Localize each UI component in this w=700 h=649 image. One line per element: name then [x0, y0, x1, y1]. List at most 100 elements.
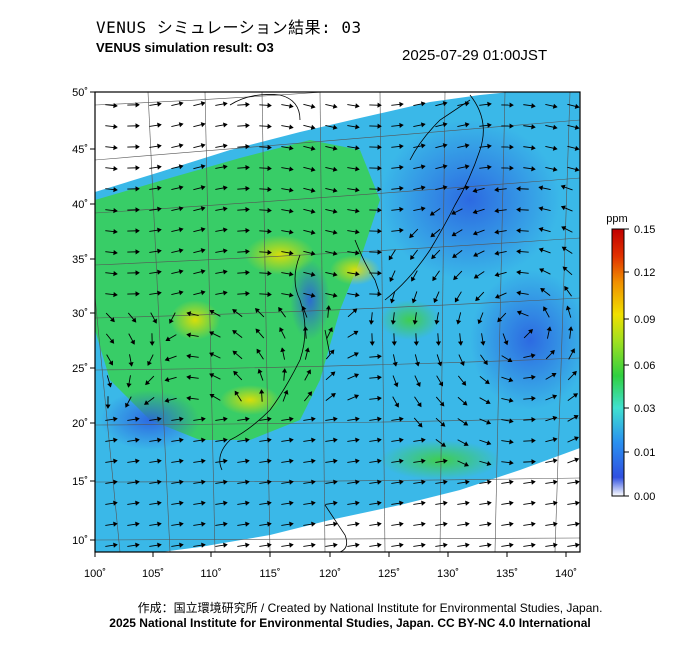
wind-arrowhead [178, 206, 184, 212]
wind-arrowhead [332, 124, 338, 130]
wind-arrowhead [179, 458, 184, 464]
wind-arrowhead [245, 458, 250, 464]
wind-arrowhead [530, 353, 536, 359]
wind-arrowhead [186, 311, 192, 317]
wind-arrowhead [552, 415, 558, 421]
wind-arrowhead [417, 422, 423, 428]
wind-arrowhead [461, 380, 467, 386]
graticule [95, 92, 580, 552]
wind-arrowhead [392, 361, 398, 367]
o3-field-yellow-hotspot [220, 385, 280, 415]
wind-arrowhead [354, 373, 360, 379]
wind-arrowhead [572, 393, 578, 398]
wind-arrowhead [377, 458, 382, 464]
wind-arrowhead [509, 165, 514, 171]
wind-arrowhead [442, 185, 448, 191]
wind-arrowhead [288, 187, 294, 193]
o3-field-yellow-hotspot [170, 300, 220, 340]
wind-arrowhead [135, 249, 140, 255]
wind-arrowhead [453, 275, 459, 281]
wind-arrowhead [377, 207, 382, 213]
wind-arrowhead [475, 296, 481, 302]
wind-arrowhead [561, 226, 567, 231]
wind-arrowhead [157, 521, 162, 527]
wind-arrowhead [333, 542, 338, 548]
wind-arrowhead [399, 479, 404, 485]
wind-arrowhead [288, 292, 294, 298]
wind-arrowhead [245, 291, 250, 297]
wind-arrowhead [480, 341, 486, 346]
wind-arrowhead [245, 249, 250, 255]
wind-arrowhead [388, 255, 394, 261]
wind-arrowhead [390, 320, 396, 325]
wind-arrowhead [178, 164, 184, 170]
wind-arrowhead [552, 166, 558, 172]
wind-arrowhead [516, 248, 521, 255]
wind-arrowhead [574, 124, 580, 130]
wind-arrowhead [245, 144, 250, 150]
colorbar-tick-label: 0.01 [634, 447, 655, 459]
wind-arrowhead [113, 166, 118, 172]
wind-arrowhead [421, 521, 426, 527]
wind-arrowhead [549, 349, 555, 355]
wind-arrowhead [135, 228, 140, 234]
wind-arrowhead [113, 416, 118, 422]
wind-arrowhead [463, 441, 469, 446]
wind-arrowhead [333, 416, 338, 422]
wind-arrowhead [443, 542, 448, 548]
wind-arrowhead [355, 145, 360, 151]
wind-arrowhead [332, 103, 338, 109]
wind-arrowhead [355, 416, 360, 422]
wind-arrowhead [200, 206, 206, 212]
wind-arrowhead [411, 298, 417, 304]
wind-arrowhead [516, 228, 521, 234]
wind-arrowhead [411, 276, 416, 282]
wind-arrowhead [355, 521, 360, 527]
wind-arrowhead [377, 123, 382, 129]
wind-arrowhead [568, 326, 574, 331]
wind-arrowhead [355, 208, 360, 214]
wind-arrowhead [222, 206, 228, 212]
wind-arrowhead [355, 479, 360, 485]
wind-arrowhead [553, 521, 558, 527]
wind-arrowhead [245, 186, 250, 192]
wind-arrowhead [186, 374, 191, 380]
wind-arrowhead [538, 226, 544, 232]
wind-arrowhead [410, 254, 415, 260]
wind-arrowhead [245, 102, 250, 108]
wind-arrowhead [135, 479, 140, 485]
wind-arrowhead [487, 479, 492, 485]
wind-arrowhead [333, 521, 338, 527]
wind-arrowhead [149, 341, 155, 346]
wind-arrowhead [377, 521, 382, 527]
wind-arrowhead [575, 521, 580, 527]
wind-arrowhead [179, 521, 184, 527]
wind-arrowhead [222, 185, 228, 191]
wind-arrowhead [329, 349, 335, 355]
wind-arrowhead [399, 458, 404, 464]
wind-arrowhead [440, 442, 446, 447]
wind-arrowhead [413, 341, 419, 346]
wind-arrowhead [223, 500, 228, 506]
wind-arrowhead [368, 320, 375, 325]
wind-arrowhead [289, 458, 294, 464]
lon-axis: 100˚ 105˚ 110˚ 115˚ 120˚ 125˚ 130˚ 135˚ 140˚ [84, 552, 577, 580]
wind-arrowhead [245, 228, 250, 234]
wind-arrowhead [477, 319, 483, 325]
wind-arrowhead [429, 210, 435, 216]
wind-arrowhead [257, 368, 263, 374]
wind-arrowhead [528, 329, 533, 334]
wind-arrowhead [157, 227, 162, 233]
wind-arrowhead [222, 269, 228, 275]
wind-arrowhead [421, 458, 426, 464]
wind-arrowhead [377, 374, 382, 381]
wind-arrowhead [157, 458, 162, 464]
wind-arrowhead [472, 187, 478, 193]
wind-arrowhead [420, 206, 426, 212]
wind-arrowhead [332, 292, 338, 298]
wind-arrowhead [540, 287, 546, 293]
wind-arrowhead [288, 145, 294, 151]
wind-arrowhead [135, 102, 140, 108]
wind-arrowhead [267, 291, 272, 297]
wind-arrowhead [135, 270, 140, 276]
